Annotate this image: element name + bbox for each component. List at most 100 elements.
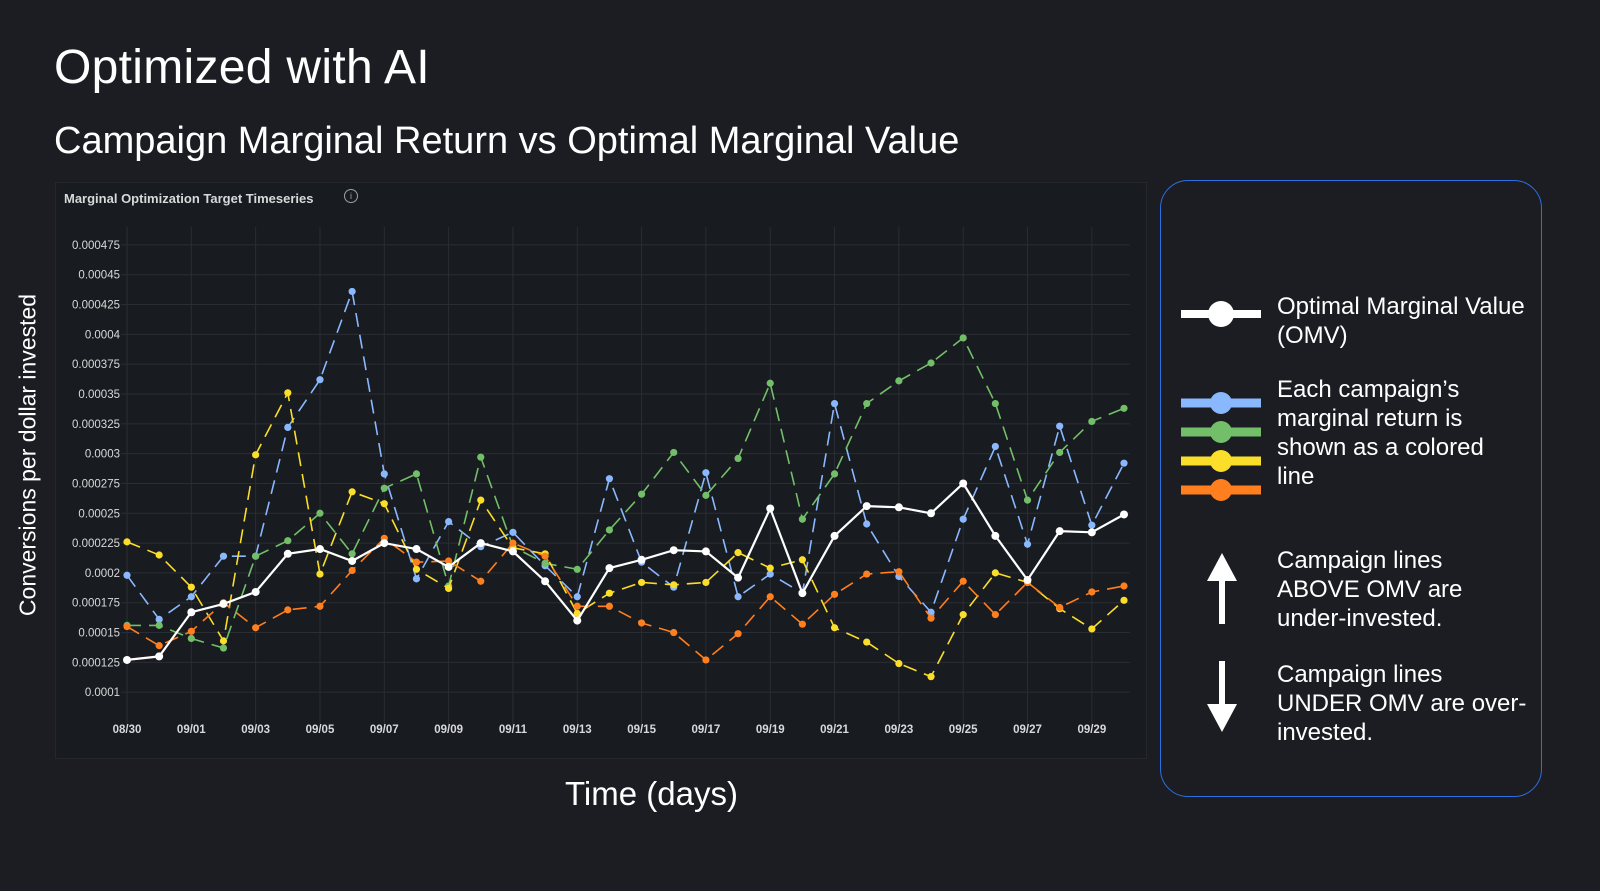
series-point-2	[927, 359, 935, 367]
series-point-0	[573, 616, 582, 625]
series-point-0	[959, 479, 968, 488]
series-point-4	[766, 593, 774, 601]
series-point-0	[251, 587, 260, 596]
legend-above-label: Campaign lines ABOVE OMV are under-inves…	[1277, 547, 1463, 632]
series-point-3	[830, 624, 839, 632]
y-tick-label: 0.000225	[72, 538, 120, 550]
series-point-0	[187, 608, 196, 617]
series-point-0	[1023, 576, 1032, 585]
series-point-1	[991, 442, 999, 451]
series-point-2	[1088, 417, 1096, 426]
series-point-2	[670, 448, 678, 457]
series-point-2	[959, 334, 967, 342]
series-point-4	[798, 620, 806, 628]
series-point-1	[702, 469, 710, 477]
series-line-1	[126, 288, 1125, 621]
series-point-1	[412, 575, 421, 583]
series-point-4	[1120, 582, 1128, 590]
series-point-2	[895, 377, 903, 385]
y-tick-label: 0.00035	[78, 389, 120, 401]
series-point-4	[895, 568, 903, 576]
series-point-3	[573, 609, 581, 618]
series-point-3	[637, 578, 646, 587]
series-point-0	[412, 545, 421, 554]
series-point-0	[991, 531, 1000, 540]
x-tick-label: 09/23	[884, 724, 913, 736]
series-point-4	[187, 627, 195, 635]
info-icon[interactable]: i	[344, 189, 358, 203]
series-point-3	[1088, 625, 1096, 633]
series-point-3	[477, 496, 485, 504]
omv-swatch	[1181, 301, 1261, 327]
series-point-3	[316, 570, 324, 578]
x-tick-label: 08/30	[113, 724, 142, 736]
arrow-up-icon	[1207, 553, 1237, 624]
series-point-3	[895, 659, 903, 668]
series-line-0	[126, 481, 1125, 661]
series-line-2	[127, 336, 1125, 649]
legend-campaign-label: Each campaign’s marginal return is shown…	[1277, 376, 1484, 490]
line-chart: 0.000475 0.00045 0.000425 0.0004 0.000375 0.0…	[72, 227, 1130, 736]
series-point-2	[605, 526, 614, 534]
series-point-2	[348, 550, 356, 558]
x-tick-label: 09/11	[499, 724, 528, 736]
series-point-1	[380, 470, 388, 478]
series-point-2	[316, 509, 324, 517]
series-point-2	[702, 491, 710, 499]
series-point-0	[734, 573, 743, 582]
series-point-3	[187, 583, 195, 591]
series-point-2	[284, 537, 292, 545]
series-point-2	[187, 634, 195, 643]
series-point-2	[734, 454, 742, 462]
series-point-2	[798, 515, 806, 523]
y-tick-label: 0.0001	[85, 687, 120, 699]
series-point-3	[734, 549, 742, 557]
chart-panel: 0.000475 0.00045 0.000425 0.0004 0.000375 0.0…	[55, 182, 1147, 759]
page-subtitle: Campaign Marginal Return vs Optimal Marg…	[54, 120, 960, 162]
series-point-4	[1056, 603, 1064, 612]
series-point-0	[315, 545, 324, 554]
series-point-2	[541, 559, 549, 567]
series-point-1	[1056, 422, 1064, 430]
series-point-0	[766, 504, 775, 513]
series-point-0	[444, 562, 453, 571]
x-tick-label: 09/01	[177, 724, 206, 736]
x-tick-label: 09/13	[563, 724, 592, 736]
series-point-4	[637, 619, 646, 627]
series-point-1	[219, 552, 228, 560]
x-tick-label: 09/05	[306, 724, 335, 736]
series-point-3	[798, 556, 806, 564]
series-point-4	[605, 602, 614, 610]
series-point-0	[283, 549, 292, 558]
x-tick-label: 09/27	[1013, 724, 1042, 736]
y-tick-label: 0.000325	[72, 419, 120, 431]
y-tick-label: 0.000475	[72, 240, 120, 252]
series-point-3	[445, 584, 453, 592]
series-point-2	[573, 565, 581, 573]
arrow-down-icon	[1207, 661, 1237, 732]
series-point-1	[1120, 459, 1128, 467]
series-point-4	[573, 602, 581, 610]
series-point-0	[1120, 510, 1128, 519]
series-point-4	[123, 622, 131, 631]
series-point-3	[702, 578, 710, 587]
series-point-0	[701, 547, 710, 556]
series-point-4	[1088, 588, 1096, 596]
legend-under-label: Campaign lines UNDER OMV are over-invest…	[1277, 661, 1527, 746]
series-point-3	[1120, 596, 1128, 604]
page-title: Optimized with AI	[54, 41, 430, 94]
legend-box: Optimal Marginal Value (OMV) Each campai…	[1160, 180, 1542, 797]
series-point-1	[509, 528, 517, 536]
series-point-4	[284, 606, 292, 614]
series-point-3	[380, 500, 388, 508]
y-tick-label: 0.0004	[85, 329, 121, 341]
series-point-1	[734, 593, 742, 601]
x-tick-label: 09/25	[949, 724, 978, 736]
series-point-4	[412, 558, 421, 566]
series-point-0	[123, 655, 131, 664]
series-point-1	[284, 423, 292, 431]
series-point-3	[927, 673, 935, 681]
series-point-0	[380, 539, 389, 548]
campaign-swatches	[1181, 392, 1261, 501]
series-point-4	[155, 642, 163, 650]
